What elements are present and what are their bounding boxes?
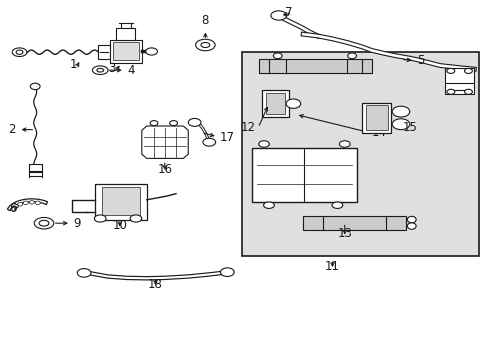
Text: 2: 2: [8, 123, 16, 136]
Ellipse shape: [201, 42, 209, 48]
Ellipse shape: [145, 48, 157, 55]
Text: 1: 1: [69, 58, 77, 71]
Text: 8: 8: [201, 14, 209, 27]
Ellipse shape: [391, 106, 409, 117]
Text: 13: 13: [337, 228, 351, 240]
Bar: [95, 184, 146, 220]
Text: 4: 4: [127, 64, 134, 77]
Ellipse shape: [188, 118, 201, 126]
Ellipse shape: [270, 11, 286, 20]
Bar: [242, 52, 478, 256]
Text: 15: 15: [402, 121, 416, 134]
Ellipse shape: [11, 207, 16, 211]
Text: 7: 7: [285, 6, 292, 19]
Bar: [102, 187, 140, 215]
Text: 3: 3: [107, 62, 115, 75]
Text: 11: 11: [325, 260, 339, 273]
Ellipse shape: [92, 66, 108, 75]
Ellipse shape: [258, 141, 269, 147]
Bar: [116, 28, 135, 40]
Polygon shape: [142, 126, 188, 158]
Ellipse shape: [464, 89, 471, 94]
Ellipse shape: [446, 89, 454, 94]
Ellipse shape: [285, 99, 300, 108]
Ellipse shape: [331, 202, 342, 208]
Ellipse shape: [150, 121, 158, 126]
Bar: [444, 68, 473, 94]
Ellipse shape: [339, 141, 349, 147]
Bar: [98, 45, 110, 59]
Ellipse shape: [130, 215, 142, 222]
Ellipse shape: [464, 68, 471, 73]
Bar: [110, 40, 142, 63]
Text: 16: 16: [157, 163, 172, 176]
Ellipse shape: [407, 216, 415, 223]
Ellipse shape: [94, 215, 106, 222]
Ellipse shape: [39, 220, 49, 226]
Text: 6: 6: [9, 202, 16, 215]
Ellipse shape: [12, 48, 27, 57]
Bar: [251, 148, 356, 202]
Ellipse shape: [446, 68, 454, 73]
Text: 17: 17: [220, 131, 235, 144]
Text: 18: 18: [148, 278, 163, 291]
Bar: [29, 164, 41, 171]
Ellipse shape: [273, 53, 282, 59]
Bar: [265, 93, 285, 114]
Ellipse shape: [23, 201, 28, 204]
Ellipse shape: [29, 201, 34, 204]
Text: 14: 14: [371, 126, 386, 139]
Ellipse shape: [195, 39, 215, 51]
Ellipse shape: [34, 217, 54, 229]
Ellipse shape: [391, 119, 409, 130]
Ellipse shape: [18, 202, 22, 206]
Bar: [303, 216, 405, 230]
Bar: [261, 90, 288, 117]
Ellipse shape: [16, 50, 23, 54]
Ellipse shape: [203, 138, 215, 146]
Ellipse shape: [14, 205, 19, 208]
Ellipse shape: [169, 121, 177, 126]
Ellipse shape: [77, 269, 91, 277]
Ellipse shape: [35, 201, 40, 204]
Text: 12: 12: [240, 121, 255, 134]
Bar: [113, 42, 139, 60]
Ellipse shape: [347, 53, 356, 59]
Text: 5: 5: [416, 54, 423, 67]
Text: 10: 10: [112, 219, 127, 232]
Ellipse shape: [97, 68, 103, 72]
Ellipse shape: [220, 268, 234, 276]
Ellipse shape: [407, 223, 415, 229]
Bar: [259, 59, 371, 73]
Bar: [365, 105, 387, 130]
Ellipse shape: [263, 202, 274, 208]
Bar: [361, 103, 390, 133]
Text: 9: 9: [73, 217, 81, 230]
Ellipse shape: [30, 83, 40, 90]
